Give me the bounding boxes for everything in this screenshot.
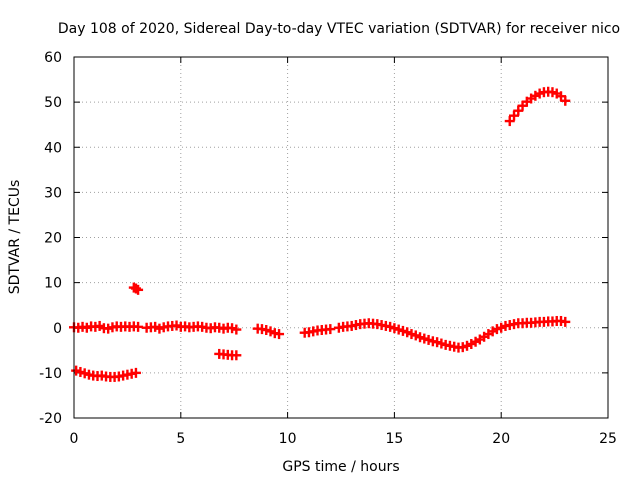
y-axis-title: SDTVAR / TECUs — [7, 180, 23, 295]
data-point — [231, 350, 242, 361]
y-tick-labels: -20 -10 0 10 20 30 40 50 60 — [39, 50, 62, 427]
y-tick-label: 40 — [44, 140, 62, 156]
x-tick-label: 20 — [492, 431, 510, 447]
x-axis-title: GPS time / hours — [282, 459, 399, 475]
y-tick-label: 30 — [44, 185, 62, 201]
data-point — [560, 95, 571, 106]
x-tick-label: 10 — [279, 431, 297, 447]
y-tick-label: 0 — [53, 321, 62, 337]
x-tick-label: 25 — [599, 431, 617, 447]
data-point — [274, 329, 285, 340]
data-points — [69, 86, 571, 382]
y-tick-label: 60 — [44, 50, 62, 66]
y-tick-label: 10 — [44, 276, 62, 292]
data-point — [231, 324, 242, 335]
x-tick-label: 5 — [176, 431, 185, 447]
data-point — [560, 316, 571, 327]
y-tick-label: -20 — [39, 411, 62, 427]
y-tick-label: 20 — [44, 231, 62, 247]
x-tick-label: 15 — [385, 431, 403, 447]
chart-title: Day 108 of 2020, Sidereal Day-to-day VTE… — [58, 21, 620, 37]
data-point — [504, 116, 515, 127]
x-tick-label: 0 — [70, 431, 79, 447]
y-tick-label: 50 — [44, 95, 62, 111]
data-point — [133, 284, 144, 295]
y-tick-label: -10 — [39, 366, 62, 382]
x-tick-labels: 0 5 10 15 20 25 — [70, 431, 617, 447]
plot-frame — [73, 56, 609, 419]
data-point — [130, 367, 141, 378]
data-point — [133, 321, 144, 332]
data-point — [325, 324, 336, 335]
